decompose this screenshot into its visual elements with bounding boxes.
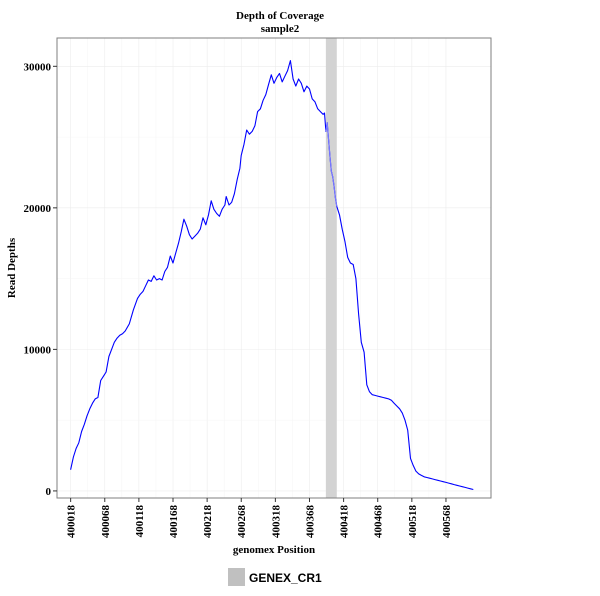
chart-title: Depth of Coverage: [236, 10, 324, 22]
y-axis-ticks: 0 10000 20000 30000: [24, 61, 57, 498]
x-tick-label: 400518: [407, 505, 419, 539]
x-tick-label: 400168: [168, 505, 180, 539]
x-tick-label: 400318: [270, 505, 282, 539]
chart-subtitle: sample2: [261, 23, 300, 35]
y-tick-label: 10000: [24, 344, 52, 356]
plot-panel: [56, 37, 492, 499]
x-tick-label: 400068: [100, 505, 112, 539]
y-tick-label: 20000: [24, 203, 52, 215]
coverage-line-layer: [70, 60, 474, 491]
x-tick-label: 400018: [66, 505, 78, 539]
y-tick-label: 30000: [24, 61, 52, 73]
legend: GENEX_CR1: [228, 568, 322, 586]
coverage-line-highlighted: [325, 122, 338, 207]
x-tick-label: 400568: [441, 505, 453, 539]
x-axis-label: genomex Position: [233, 544, 315, 556]
highlight-region-genex-cr1: [325, 38, 337, 498]
gridlines: [57, 38, 491, 498]
x-tick-label: 400468: [373, 505, 385, 539]
x-tick-label: 400418: [339, 505, 351, 539]
coverage-line: [70, 60, 474, 491]
x-tick-label: 400268: [236, 505, 248, 539]
legend-label: GENEX_CR1: [249, 571, 322, 585]
y-axis-label: Read Depths: [6, 237, 18, 298]
y-tick-label: 0: [46, 486, 52, 498]
legend-swatch: [228, 568, 245, 586]
plot-border: [56, 37, 492, 499]
x-axis-ticks: 400018 400068 400118 400168 400218 400268 4003…: [66, 498, 453, 538]
highlight-region-layer: [325, 38, 337, 498]
x-tick-label: 400118: [134, 505, 146, 538]
x-tick-label: 400368: [304, 505, 316, 539]
x-tick-label: 400218: [202, 505, 214, 539]
